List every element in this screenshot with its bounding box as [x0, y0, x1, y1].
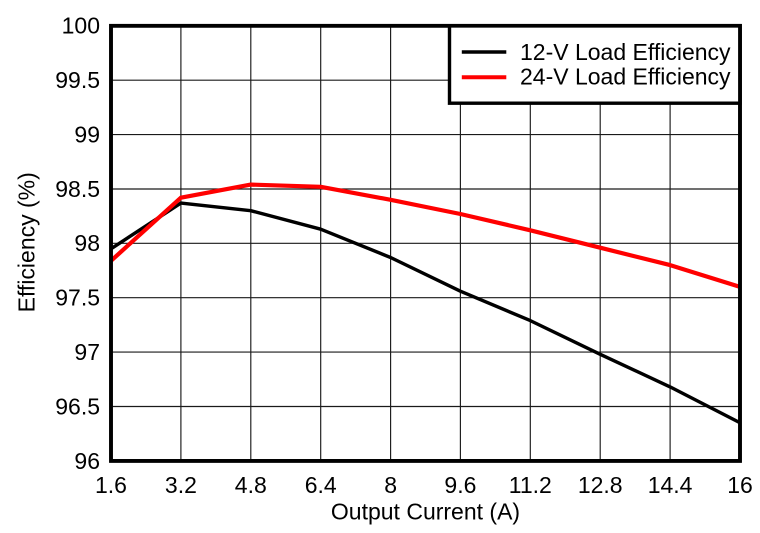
svg-text:3.2: 3.2 — [165, 472, 197, 498]
svg-text:96: 96 — [74, 448, 100, 474]
svg-text:98: 98 — [74, 230, 100, 256]
svg-text:99.5: 99.5 — [55, 67, 100, 93]
svg-text:Efficiency (%): Efficiency (%) — [14, 172, 40, 312]
svg-text:97: 97 — [74, 339, 100, 365]
svg-text:8: 8 — [384, 472, 397, 498]
svg-text:12-V Load Efficiency: 12-V Load Efficiency — [520, 39, 731, 65]
svg-text:24-V Load Efficiency: 24-V Load Efficiency — [520, 64, 731, 90]
svg-text:14.4: 14.4 — [648, 472, 693, 498]
svg-text:100: 100 — [62, 13, 100, 39]
svg-text:96.5: 96.5 — [55, 393, 100, 419]
svg-text:9.6: 9.6 — [444, 472, 476, 498]
svg-text:16: 16 — [727, 472, 753, 498]
svg-text:1.6: 1.6 — [95, 472, 127, 498]
svg-text:98.5: 98.5 — [55, 176, 100, 202]
svg-text:12.8: 12.8 — [578, 472, 623, 498]
svg-text:11.2: 11.2 — [509, 472, 552, 498]
svg-text:99: 99 — [74, 122, 100, 148]
svg-text:4.8: 4.8 — [235, 472, 267, 498]
svg-text:Output Current (A): Output Current (A) — [331, 499, 520, 525]
svg-text:6.4: 6.4 — [305, 472, 337, 498]
svg-text:97.5: 97.5 — [55, 285, 100, 311]
